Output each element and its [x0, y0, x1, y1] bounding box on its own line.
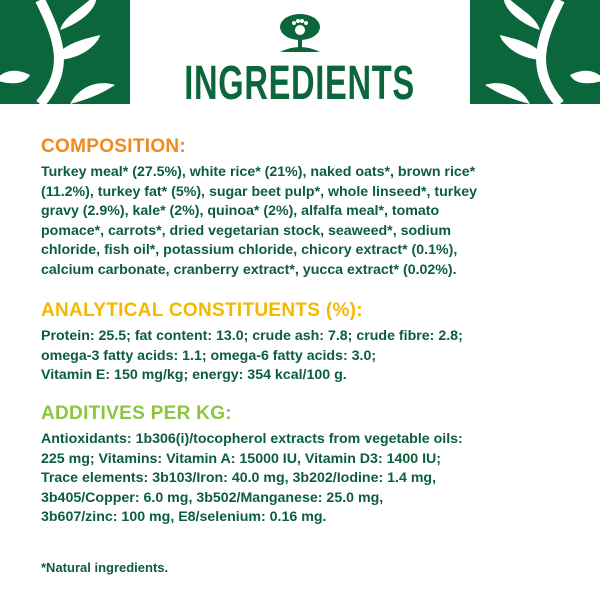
composition-text-line: Turkey meal* (27.5%), white rice* (21%),… [41, 164, 476, 180]
composition-text-line: calcium carbonate, cranberry extract*, y… [41, 261, 457, 278]
composition-text-line: (11.2%), turkey fat* (5%), sugar beet pu… [41, 183, 477, 200]
composition-text-line: pomace*, carrots*, dried vegetarian stoc… [41, 222, 452, 239]
composition-section: COMPOSITION: Turkey meal* (27.5%), white… [41, 136, 581, 281]
leaf-banner-left [0, 0, 130, 104]
tree-paw-logo [280, 14, 320, 52]
leaf-pattern-icon [0, 0, 115, 104]
page-title: INGREDIENTS [184, 57, 416, 110]
analytical-text-line: omega-3 fatty acids: 1.1; omega-6 fatty … [41, 347, 377, 364]
leaf-pattern-icon [485, 0, 600, 104]
additives-text-line: Antioxidants: 1b306(i)/tocopherol extrac… [41, 431, 463, 447]
analytical-text-line: Vitamin E: 150 mg/kg; energy: 354 kcal/1… [41, 367, 347, 384]
composition-text-line: gravy (2.9%), kale* (2%), quinoa* (2%), … [41, 203, 440, 220]
additives-text-line: 225 mg; Vitamins: Vitamin A: 15000 IU, V… [41, 450, 442, 467]
analytical-section: ANALYTICAL CONSTITUENTS (%): Protein: 25… [41, 300, 581, 386]
analytical-text-line: Protein: 25.5; fat content: 13.0; crude … [41, 328, 463, 344]
additives-heading: ADDITIVES PER KG: [41, 403, 232, 424]
additives-section: ADDITIVES PER KG: Antioxidants: 1b306(i)… [41, 403, 581, 528]
footnote: *Natural ingredients. [41, 560, 169, 575]
analytical-heading: ANALYTICAL CONSTITUENTS (%): [41, 300, 363, 321]
additives-text-line: Trace elements: 3b103/Iron: 40.0 mg, 3b2… [41, 470, 437, 487]
additives-text-line: 3b405/Copper: 6.0 mg, 3b502/Manganese: 2… [41, 489, 384, 506]
additives-text-line: 3b607/zinc: 100 mg, E8/selenium: 0.16 mg… [41, 509, 327, 526]
composition-text-line: chloride, fish oil*, potassium chloride,… [41, 242, 458, 259]
leaf-banner-right [470, 0, 600, 104]
composition-heading: COMPOSITION: [41, 136, 187, 157]
